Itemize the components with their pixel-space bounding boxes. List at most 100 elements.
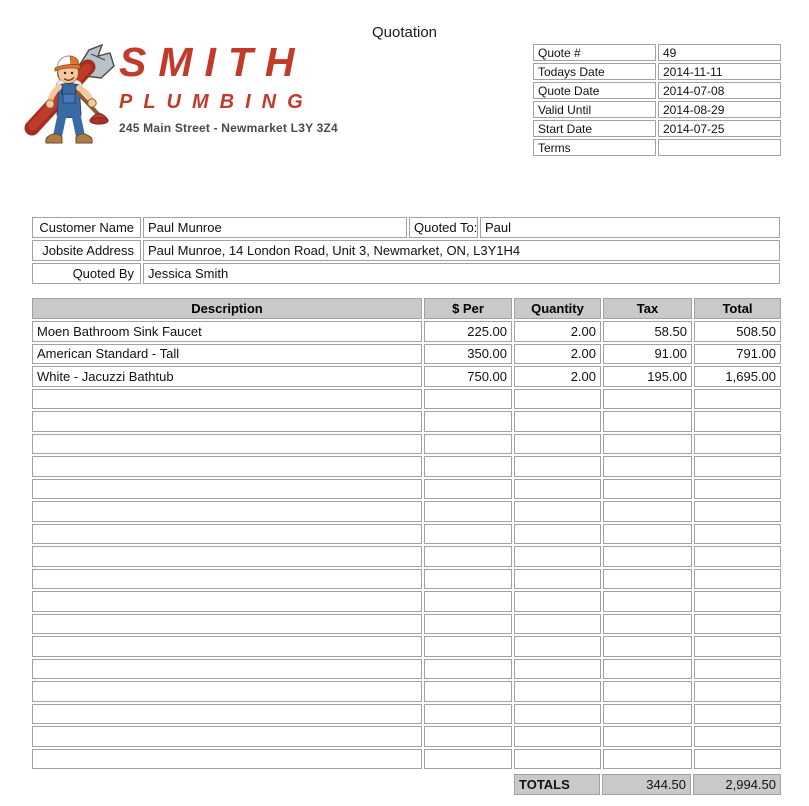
empty-cell: [694, 591, 781, 612]
quote-number-label: Quote #: [533, 44, 656, 61]
empty-cell: [603, 591, 692, 612]
empty-cell: [694, 613, 781, 634]
empty-item-row: [32, 613, 781, 634]
empty-cell: [514, 546, 601, 567]
item-quantity: 2.00: [514, 321, 601, 342]
empty-cell: [694, 433, 781, 454]
empty-item-row: [32, 433, 781, 454]
quote-date-value: 2014-07-08: [658, 82, 781, 99]
empty-cell: [32, 546, 422, 567]
empty-cell: [694, 703, 781, 724]
empty-cell: [514, 568, 601, 589]
empty-cell: [514, 703, 601, 724]
totals-row: TOTALS 344.50 2,994.50: [514, 774, 781, 795]
empty-cell: [514, 411, 601, 432]
empty-item-row: [32, 636, 781, 657]
item-total: 508.50: [694, 321, 781, 342]
empty-item-row: [32, 748, 781, 769]
quote-info-row: Quote Date 2014-07-08: [533, 82, 781, 99]
empty-cell: [694, 456, 781, 477]
empty-cell: [424, 388, 512, 409]
valid-until-value: 2014-08-29: [658, 101, 781, 118]
empty-cell: [32, 433, 422, 454]
empty-item-row: [32, 501, 781, 522]
empty-item-row: [32, 478, 781, 499]
quote-info-row: Terms: [533, 139, 781, 156]
item-description: Moen Bathroom Sink Faucet: [32, 321, 422, 342]
empty-cell: [32, 613, 422, 634]
item-tax: 58.50: [603, 321, 692, 342]
quote-info-row: Start Date 2014-07-25: [533, 120, 781, 137]
empty-cell: [694, 748, 781, 769]
items-table: Description $ Per Quantity Tax Total Moe…: [30, 296, 783, 771]
header-quantity: Quantity: [514, 298, 601, 319]
empty-cell: [32, 456, 422, 477]
empty-cell: [603, 613, 692, 634]
empty-cell: [32, 748, 422, 769]
header-description: Description: [32, 298, 422, 319]
brand-name-line1: SMITH: [119, 39, 307, 85]
item-row: White - Jacuzzi Bathtub 750.00 2.00 195.…: [32, 366, 781, 387]
empty-cell: [694, 478, 781, 499]
empty-cell: [694, 658, 781, 679]
empty-cell: [424, 681, 512, 702]
empty-cell: [424, 546, 512, 567]
header-tax: Tax: [603, 298, 692, 319]
empty-cell: [514, 456, 601, 477]
item-quantity: 2.00: [514, 343, 601, 364]
empty-cell: [32, 591, 422, 612]
empty-cell: [603, 456, 692, 477]
start-date-value: 2014-07-25: [658, 120, 781, 137]
empty-item-row: [32, 568, 781, 589]
empty-cell: [514, 658, 601, 679]
header-per: $ Per: [424, 298, 512, 319]
empty-item-row: [32, 703, 781, 724]
brand-name-line2: PLUMBING: [119, 91, 314, 113]
start-date-label: Start Date: [533, 120, 656, 137]
empty-cell: [694, 636, 781, 657]
jobsite-address-value: Paul Munroe, 14 London Road, Unit 3, New…: [143, 240, 780, 261]
item-description: American Standard - Tall: [32, 343, 422, 364]
plumber-mascot-icon: [24, 43, 115, 144]
empty-cell: [514, 636, 601, 657]
empty-cell: [603, 433, 692, 454]
customer-table: Customer Name Paul Munroe Quoted To: Pau…: [30, 215, 782, 286]
empty-item-row: [32, 546, 781, 567]
empty-cell: [694, 546, 781, 567]
empty-cell: [424, 703, 512, 724]
empty-cell: [514, 591, 601, 612]
empty-cell: [603, 523, 692, 544]
quote-info-row: Valid Until 2014-08-29: [533, 101, 781, 118]
empty-cell: [603, 726, 692, 747]
empty-cell: [603, 411, 692, 432]
jobsite-address-label: Jobsite Address: [32, 240, 141, 261]
empty-cell: [514, 388, 601, 409]
empty-cell: [603, 658, 692, 679]
quote-info-table: Quote # 49 Todays Date 2014-11-11 Quote …: [531, 42, 783, 158]
terms-label: Terms: [533, 139, 656, 156]
empty-cell: [603, 546, 692, 567]
item-per: 225.00: [424, 321, 512, 342]
item-quantity: 2.00: [514, 366, 601, 387]
empty-item-row: [32, 523, 781, 544]
empty-cell: [603, 748, 692, 769]
empty-cell: [424, 501, 512, 522]
empty-cell: [424, 568, 512, 589]
empty-cell: [424, 433, 512, 454]
customer-name-row: Customer Name Paul Munroe Quoted To: Pau…: [32, 217, 780, 238]
item-row: American Standard - Tall 350.00 2.00 91.…: [32, 343, 781, 364]
empty-item-row: [32, 726, 781, 747]
empty-cell: [32, 636, 422, 657]
empty-cell: [603, 681, 692, 702]
totals-total-value: 2,994.50: [693, 774, 781, 795]
empty-cell: [32, 411, 422, 432]
item-row: Moen Bathroom Sink Faucet 225.00 2.00 58…: [32, 321, 781, 342]
quoted-by-label: Quoted By: [32, 263, 141, 284]
empty-cell: [603, 568, 692, 589]
empty-cell: [694, 411, 781, 432]
quote-info-row: Quote # 49: [533, 44, 781, 61]
empty-cell: [514, 613, 601, 634]
items-header-row: Description $ Per Quantity Tax Total: [32, 298, 781, 319]
empty-cell: [514, 501, 601, 522]
